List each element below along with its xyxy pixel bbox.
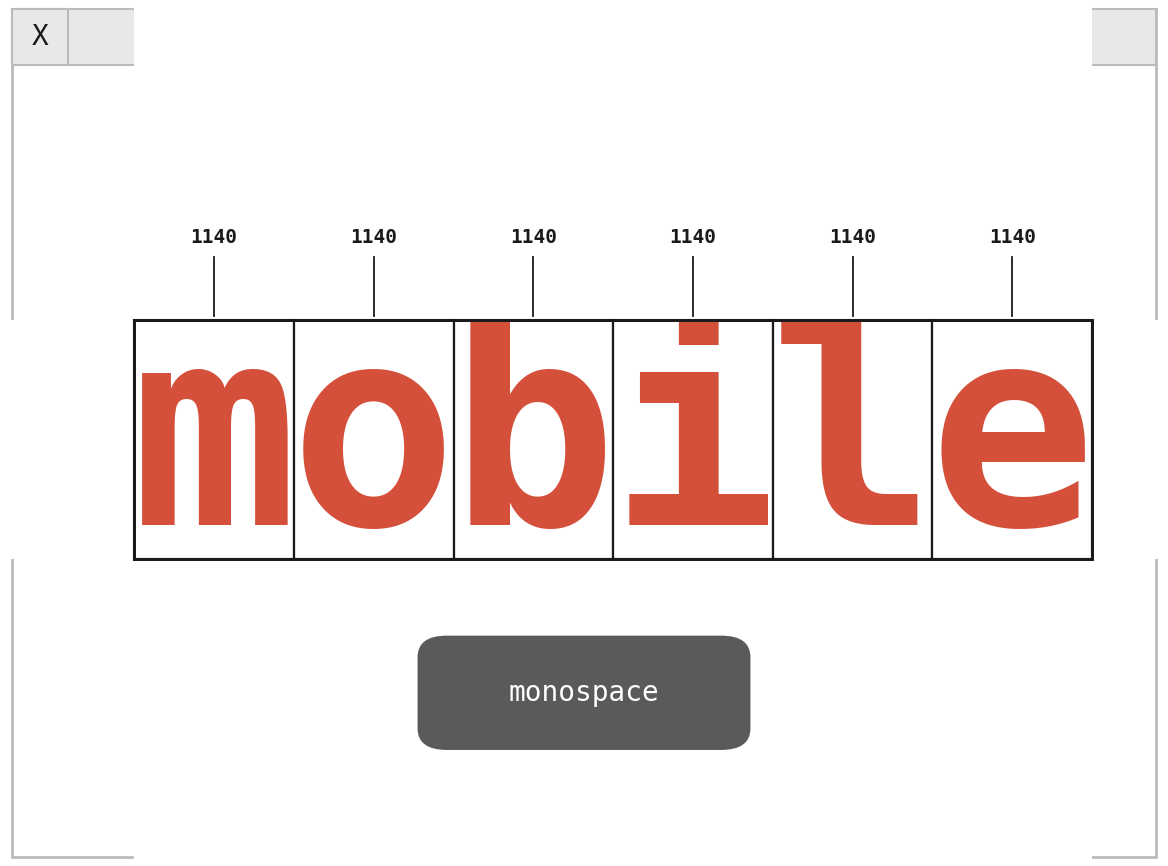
Text: monospace: monospace (508, 679, 660, 707)
Text: 1140: 1140 (510, 228, 557, 247)
Text: 1140: 1140 (669, 228, 716, 247)
Text: 1140: 1140 (669, 228, 716, 247)
Bar (0, 320, 134, 559)
Bar (453, 320, 613, 559)
Bar (294, 320, 453, 559)
Text: o: o (290, 313, 458, 583)
Bar (613, 320, 773, 559)
Bar (294, 320, 453, 559)
Text: X: X (32, 23, 48, 51)
Bar (932, 320, 1092, 559)
Text: 1140: 1140 (350, 228, 397, 247)
FancyBboxPatch shape (418, 636, 750, 750)
Text: 1140: 1140 (989, 228, 1036, 247)
Bar (134, 320, 294, 559)
Bar (773, 320, 932, 559)
Bar (932, 320, 1092, 559)
Text: 1140: 1140 (350, 228, 397, 247)
Text: 1140: 1140 (829, 228, 876, 247)
Text: 1140: 1140 (829, 228, 876, 247)
Bar (134, 320, 1092, 559)
Bar (773, 320, 932, 559)
Text: 1140: 1140 (190, 228, 237, 247)
Bar (12, 9, 68, 65)
Text: Portamento.Subfamilies: Portamento.Subfamilies (399, 23, 769, 51)
Text: m: m (131, 313, 298, 583)
Text: b: b (450, 313, 617, 583)
Bar (1092, 320, 1168, 559)
Text: 1140: 1140 (989, 228, 1036, 247)
Bar (134, 320, 1092, 559)
Text: l: l (769, 313, 937, 583)
Text: e: e (929, 313, 1096, 583)
Text: i: i (610, 313, 777, 583)
Text: 1140: 1140 (190, 228, 237, 247)
Bar (134, 320, 294, 559)
Bar (613, 320, 773, 559)
Bar (453, 320, 613, 559)
Bar (12, 9, 1156, 65)
Text: 1140: 1140 (510, 228, 557, 247)
Bar (134, 0, 1092, 320)
Bar (134, 559, 1092, 866)
